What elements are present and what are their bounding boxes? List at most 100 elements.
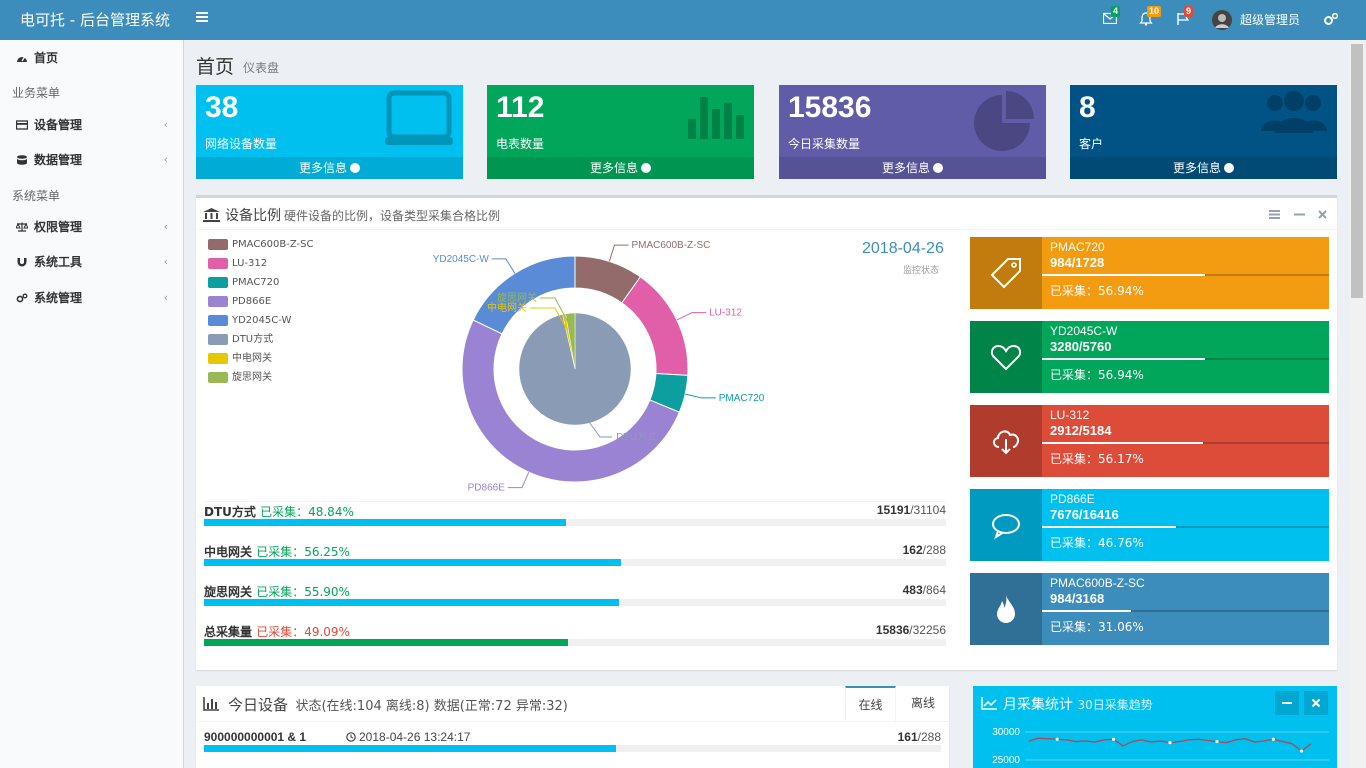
notifications-button[interactable]: 10 (1139, 6, 1162, 26)
stat-value: 112 (496, 91, 545, 124)
info-count: 7676/16416 (1050, 507, 1119, 522)
fire-icon (997, 595, 1015, 623)
progress-bar (204, 559, 946, 566)
bar-chart-icon (203, 697, 219, 711)
pie-label: 中电网关 (487, 301, 527, 314)
series-point (1215, 739, 1219, 744)
legend-item[interactable]: YD2045C-W (208, 314, 313, 333)
gears-icon[interactable] (1323, 12, 1339, 26)
more-info-link[interactable]: 更多信息 (779, 157, 1046, 179)
legend-item[interactable]: 中电网关 (208, 352, 313, 371)
progress-name: 中电网关 (204, 545, 253, 559)
info-box-lu-312: LU-312 2912/5184 已采集：56.17% (970, 405, 1329, 477)
stat-value: 8 (1079, 91, 1096, 124)
legend-item[interactable]: PMAC600B-Z-SC (208, 238, 313, 257)
legend-item[interactable]: 旋思网关 (208, 371, 313, 390)
pie-slice-outer[interactable] (621, 276, 689, 376)
box-title: 今日设备 状态(在线:104 离线:8) 数据(正常:72 异常:32) (203, 694, 568, 715)
avatar (1212, 10, 1232, 30)
laptop-icon (385, 90, 453, 145)
chevron-left-icon: ‹ (163, 118, 168, 131)
sidebar-toggle-icon[interactable] (196, 12, 208, 24)
close-icon[interactable] (1318, 210, 1327, 219)
legend-item[interactable]: LU-312 (208, 257, 313, 276)
arrow-circle-right-icon (641, 163, 651, 173)
sidebar-item-label: 设备管理 (34, 118, 83, 132)
chevron-left-icon: ‹ (163, 153, 168, 166)
pie-slice-inner[interactable] (518, 312, 632, 426)
close-button[interactable] (1304, 691, 1328, 715)
sidebar-item-home[interactable]: 首页 (0, 43, 184, 73)
sidebar-item-permission-mgmt[interactable]: 权限管理 ‹ (0, 212, 184, 242)
pie-label: 旋思网关 (497, 291, 537, 304)
minus-icon (1282, 702, 1292, 704)
messages-button[interactable]: 4 (1102, 6, 1121, 26)
pie-slice-outer[interactable] (461, 319, 681, 483)
series-point (1300, 749, 1304, 753)
stat-box-today-collect: 15836 今日采集数量 更多信息 (779, 85, 1046, 179)
scrollbar-thumb[interactable] (1351, 44, 1363, 298)
line-chart-icon (981, 697, 997, 710)
more-info-link[interactable]: 更多信息 (196, 157, 463, 179)
box-subtitle: 硬件设备的比例，设备类型采集合格比例 (284, 209, 501, 223)
info-progress-fill (1042, 358, 1206, 360)
legend-item[interactable]: PD866E (208, 295, 313, 314)
sidebar-item-device-mgmt[interactable]: 设备管理 ‹ (0, 110, 184, 140)
minimize-button[interactable] (1275, 691, 1299, 715)
comment-icon (992, 514, 1020, 540)
more-info-link[interactable]: 更多信息 (1070, 157, 1337, 179)
progress-fill (204, 559, 622, 566)
arrow-circle-right-icon (350, 163, 360, 173)
sidebar-item-system-mgmt[interactable]: 系统管理 ‹ (0, 283, 184, 313)
users-icon (1261, 91, 1327, 133)
y-tick-label: 30000 (992, 727, 1020, 738)
tab-offline[interactable]: 离线 (910, 696, 935, 710)
device-row-value: 161/288 (897, 730, 941, 744)
pie-label: PD866E (468, 483, 506, 494)
info-progress-fill (1042, 442, 1204, 444)
pie-label: DTU方式 (616, 430, 657, 443)
label-line (685, 393, 716, 399)
monthly-trend-chart: 30000 25000 (992, 727, 1329, 766)
today-devices-box: 今日设备 状态(在线:104 离线:8) 数据(正常:72 异常:32) 900… (196, 686, 949, 768)
sidebar-item-label: 权限管理 (34, 220, 83, 234)
legend-item[interactable]: PMAC720 (208, 276, 313, 295)
legend-item[interactable]: DTU方式 (208, 333, 313, 352)
info-percent: 已采集：46.76% (1050, 536, 1144, 550)
chart-legend: PMAC600B-Z-SC LU-312 PMAC720 PD866E YD20… (208, 238, 313, 390)
info-count: 984/1728 (1050, 255, 1105, 270)
progress-value: 15191/31104 (876, 503, 946, 517)
more-info-link[interactable]: 更多信息 (487, 157, 754, 179)
stat-value: 15836 (788, 91, 872, 124)
app-title[interactable]: 电可托 - 后台管理系统 (20, 11, 170, 29)
minus-icon[interactable] (1293, 210, 1305, 219)
info-name: PMAC720 (1050, 240, 1105, 254)
pie-slice-outer[interactable] (472, 255, 576, 335)
tab-online[interactable]: 在线 (845, 686, 896, 721)
info-box-pmac600b-z-sc: PMAC600B-Z-SC 984/3168 已采集：31.06% (970, 573, 1329, 645)
list-icon[interactable] (1269, 210, 1281, 219)
chevron-left-icon: ‹ (163, 255, 168, 268)
label-line (608, 244, 629, 262)
stat-label: 客户 (1079, 137, 1104, 151)
sidebar-item-data-mgmt[interactable]: 数据管理 ‹ (0, 145, 184, 175)
stat-label: 网络设备数量 (205, 137, 278, 151)
notifications-badge: 10 (1147, 6, 1162, 17)
chevron-left-icon: ‹ (163, 291, 168, 304)
progress-name: 总采集量 (204, 625, 253, 639)
tasks-button[interactable]: 9 (1176, 6, 1194, 26)
info-box-yd2045c-w: YD2045C-W 3280/5760 已采集：56.94% (970, 321, 1329, 393)
label-line (491, 258, 516, 274)
info-progress (1042, 526, 1329, 528)
info-progress (1042, 610, 1329, 612)
info-name: PMAC600B-Z-SC (1050, 576, 1145, 590)
info-count: 3280/5760 (1050, 339, 1112, 354)
box-tools (1269, 208, 1327, 222)
pie-label: PMAC600B-Z-SC (631, 240, 710, 251)
progress-value: 15836/32256 (875, 623, 946, 637)
sidebar-item-system-tools[interactable]: 系统工具 ‹ (0, 247, 184, 277)
pie-slice-inner[interactable] (565, 312, 576, 370)
stat-box-network-devices: 38 网络设备数量 更多信息 (196, 85, 463, 179)
progress-name: DTU方式 (204, 505, 256, 519)
cloud-download-icon (993, 430, 1020, 455)
